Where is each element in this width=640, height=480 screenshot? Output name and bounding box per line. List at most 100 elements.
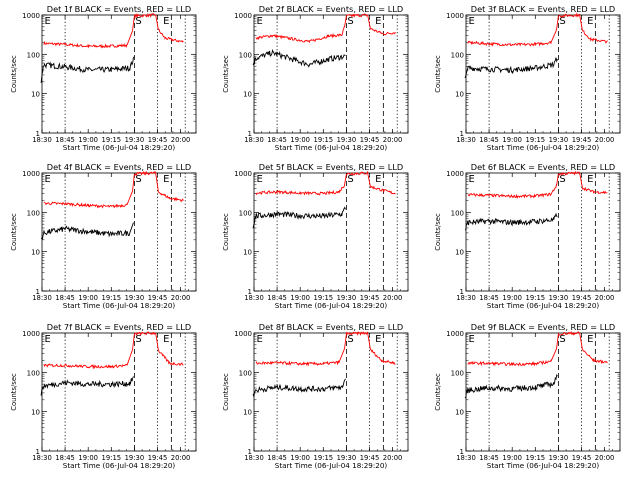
event-marker-label: S — [347, 16, 353, 27]
y-tick-label: 1 — [460, 448, 464, 456]
x-tick-label: 19:30 — [549, 294, 569, 302]
panel-title: Det 2f BLACK = Events, RED = LLD — [259, 4, 403, 14]
y-axis-label: Counts/sec — [434, 373, 442, 411]
y-tick-label: 10 — [31, 409, 40, 417]
x-tick-label: 19:00 — [502, 294, 522, 302]
y-axis-label: Counts/sec — [10, 55, 18, 93]
event-marker-label: S — [135, 174, 141, 185]
x-tick-label: 19:15 — [102, 454, 122, 462]
x-tick-label: 19:30 — [337, 136, 357, 144]
x-axis-label: Start Time (06-Jul-04 18:29:20) — [487, 143, 600, 152]
y-tick-label: 10 — [31, 249, 40, 257]
event-marker-label: E — [163, 174, 169, 185]
detector-panel-5: Det 5f BLACK = Events, RED = LLD 1 10 100 10… — [222, 162, 409, 310]
series-lld-line — [467, 171, 608, 199]
event-marker-label: E — [45, 334, 51, 345]
x-tick-label: 20:00 — [171, 454, 191, 462]
x-tick-label: 19:30 — [549, 454, 569, 462]
x-tick-label: 19:15 — [102, 294, 122, 302]
x-axis-label: Start Time (06-Jul-04 18:29:20) — [63, 301, 176, 310]
detector-panel-1: Det 1f BLACK = Events, RED = LLD 1 10 100 10… — [10, 4, 197, 152]
y-tick-label: 10 — [243, 409, 252, 417]
event-marker-label: E — [375, 334, 381, 345]
event-marker-label: S — [559, 16, 565, 27]
y-tick-label: 1000 — [22, 12, 40, 20]
series-lld-line — [255, 331, 396, 367]
y-tick-label: 10 — [243, 249, 252, 257]
event-marker-label: E — [469, 334, 475, 345]
y-tick-label: 100 — [451, 51, 464, 59]
event-marker-label: E — [587, 334, 593, 345]
x-tick-label: 19:30 — [125, 136, 145, 144]
series-events-line — [252, 378, 346, 397]
event-marker-label: E — [163, 16, 169, 27]
y-tick-label: 100 — [451, 369, 464, 377]
y-tick-label: 1000 — [234, 12, 252, 20]
event-marker-label: E — [257, 16, 263, 27]
y-tick-label: 1 — [36, 448, 40, 456]
x-tick-label: 19:30 — [549, 136, 569, 144]
x-axis-label: Start Time (06-Jul-04 18:29:20) — [63, 143, 176, 152]
x-tick-label: 18:45 — [479, 454, 499, 462]
y-tick-label: 1 — [460, 288, 464, 296]
x-tick-label: 19:45 — [572, 454, 592, 462]
event-marker-label: S — [135, 334, 141, 345]
series-lld-line — [255, 170, 396, 196]
series-events-line — [252, 206, 346, 229]
event-marker-label: E — [257, 334, 263, 345]
x-tick-label: 19:15 — [102, 136, 122, 144]
x-tick-label: 18:45 — [267, 136, 287, 144]
x-axis-label: Start Time (06-Jul-04 18:29:20) — [487, 301, 600, 310]
panel-title: Det 9f BLACK = Events, RED = LLD — [471, 322, 615, 332]
x-axis-label: Start Time (06-Jul-04 18:29:20) — [275, 461, 388, 470]
series-events-line — [252, 48, 346, 68]
y-tick-label: 100 — [451, 209, 464, 217]
x-tick-label: 19:45 — [148, 136, 168, 144]
x-tick-label: 19:45 — [572, 136, 592, 144]
x-tick-label: 19:00 — [290, 454, 310, 462]
y-tick-label: 1000 — [22, 330, 40, 338]
x-tick-label: 18:30 — [244, 454, 264, 462]
y-tick-label: 100 — [239, 209, 252, 217]
y-tick-label: 1 — [248, 288, 252, 296]
series-lld-line — [43, 12, 184, 49]
y-tick-label: 1 — [460, 130, 464, 138]
y-tick-label: 1000 — [234, 330, 252, 338]
x-tick-label: 20:00 — [383, 136, 403, 144]
x-tick-label: 19:00 — [290, 136, 310, 144]
y-axis-label: Counts/sec — [434, 213, 442, 251]
detector-panel-2: Det 2f BLACK = Events, RED = LLD 1 10 100 10… — [222, 4, 409, 152]
x-tick-label: 19:00 — [502, 136, 522, 144]
x-tick-label: 19:00 — [78, 454, 98, 462]
x-tick-label: 19:45 — [360, 454, 380, 462]
y-tick-label: 1000 — [22, 170, 40, 178]
event-marker-label: E — [163, 334, 169, 345]
x-tick-label: 19:45 — [360, 294, 380, 302]
x-tick-label: 19:00 — [290, 294, 310, 302]
x-tick-label: 18:45 — [267, 454, 287, 462]
y-tick-label: 10 — [455, 249, 464, 257]
x-tick-label: 18:30 — [244, 294, 264, 302]
event-marker-label: E — [469, 174, 475, 185]
detector-panel-3: Det 3f BLACK = Events, RED = LLD 1 10 100 10… — [434, 4, 621, 152]
event-marker-label: E — [257, 174, 263, 185]
event-marker-label: S — [559, 174, 565, 185]
x-tick-label: 18:45 — [267, 294, 287, 302]
y-tick-label: 100 — [27, 369, 40, 377]
x-tick-label: 19:30 — [337, 294, 357, 302]
x-tick-label: 20:00 — [171, 294, 191, 302]
x-tick-label: 18:30 — [456, 294, 476, 302]
x-tick-label: 18:30 — [32, 294, 52, 302]
y-tick-label: 100 — [27, 209, 40, 217]
panel-title: Det 3f BLACK = Events, RED = LLD — [471, 4, 615, 14]
event-marker-label: S — [135, 16, 141, 27]
series-events-line — [40, 222, 134, 240]
x-tick-label: 19:45 — [572, 294, 592, 302]
x-axis-label: Start Time (06-Jul-04 18:29:20) — [275, 301, 388, 310]
y-tick-label: 1 — [248, 130, 252, 138]
x-tick-label: 18:30 — [456, 136, 476, 144]
y-tick-label: 1000 — [446, 330, 464, 338]
x-tick-label: 19:00 — [78, 136, 98, 144]
x-tick-label: 19:30 — [337, 454, 357, 462]
